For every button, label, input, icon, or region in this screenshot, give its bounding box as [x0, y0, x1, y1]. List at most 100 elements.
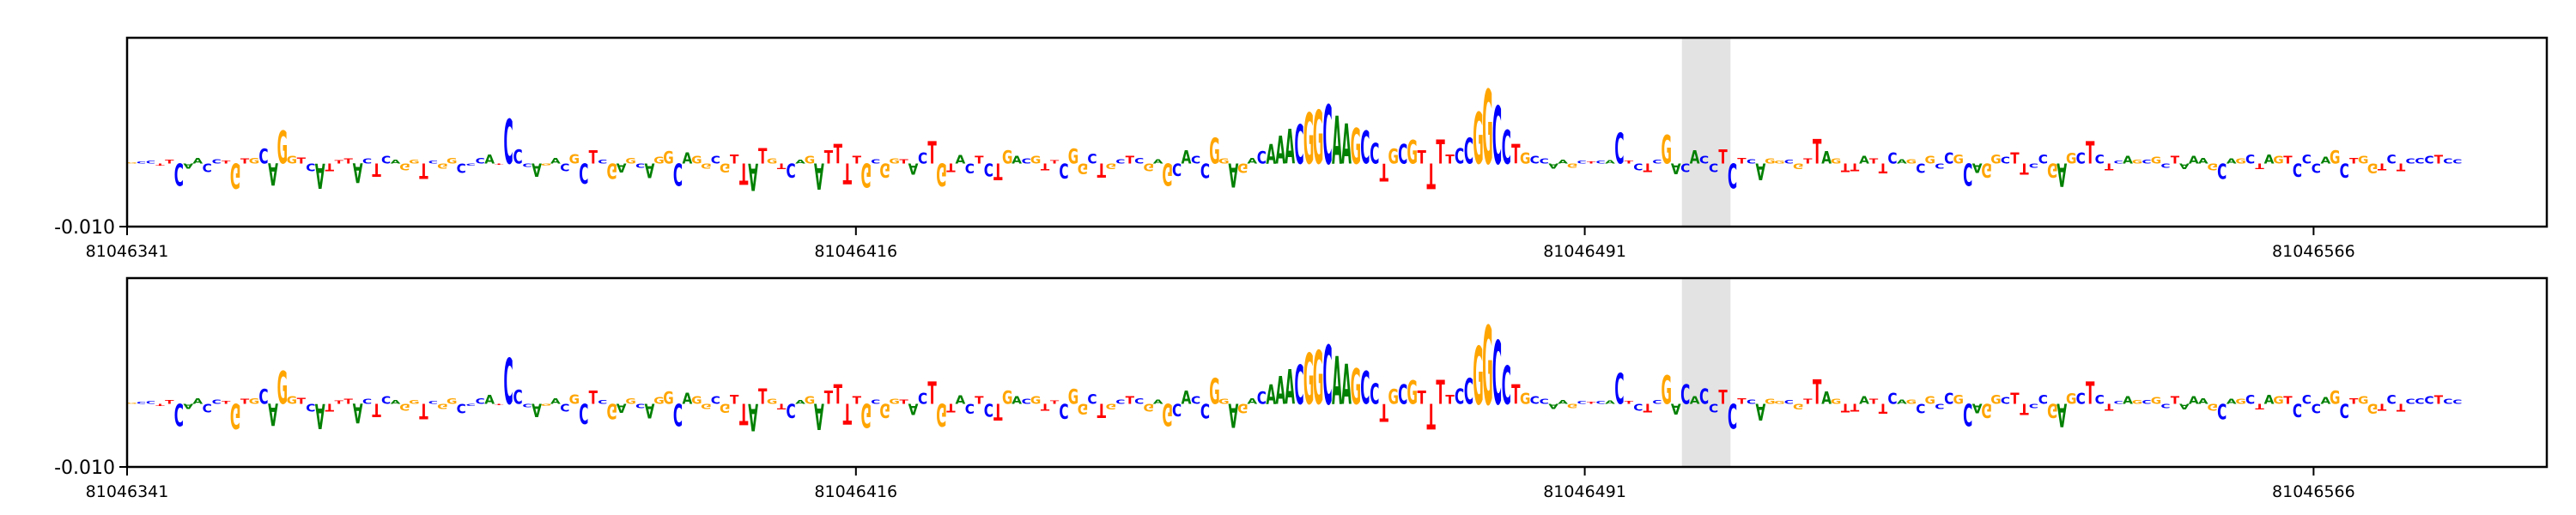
- logo-letter-c: C: [203, 401, 212, 414]
- logo-letter-c: C: [1370, 379, 1379, 412]
- logo-letter-c: C: [2312, 161, 2321, 176]
- logo-letter-t: T: [2086, 378, 2095, 412]
- logo-letter-c: C: [711, 154, 720, 167]
- logo-letter-t: T: [1126, 395, 1135, 407]
- logo-letter-c: C: [1022, 157, 1031, 165]
- logo-letter-a: A: [192, 397, 203, 406]
- logo-letter-g: G: [1567, 162, 1577, 169]
- logo-letter-a: A: [748, 154, 758, 198]
- logo-letter-a: A: [1228, 396, 1238, 434]
- logo-letter-t: T: [165, 399, 174, 405]
- logo-letter-c: C: [2160, 162, 2170, 169]
- logo-letter-t: T: [2086, 137, 2095, 172]
- logo-letter-c: C: [258, 144, 268, 169]
- logo-letter-c: C: [146, 401, 155, 405]
- highlight-region: [1681, 38, 1731, 227]
- logo-letter-a: A: [1690, 148, 1700, 168]
- logo-letter-t: T: [824, 388, 834, 409]
- logo-letter-a: A: [645, 159, 655, 182]
- logo-letter-t: T: [899, 158, 909, 165]
- logo-letter-c: C: [1115, 398, 1125, 405]
- logo-letter-g: G: [720, 401, 731, 415]
- logo-letter-c: C: [1680, 161, 1690, 173]
- logo-letter-a: A: [391, 159, 401, 165]
- logo-letter-g: G: [2235, 397, 2246, 405]
- logo-letter-t: T: [1813, 133, 1822, 173]
- logo-letter-g: G: [1793, 403, 1804, 412]
- logo-letter-g: G: [2207, 401, 2218, 411]
- logo-letter-t: T: [1879, 401, 1888, 418]
- logo-letter-c: C: [457, 401, 466, 416]
- x-tick-label: 81046416: [814, 242, 897, 261]
- logo-letter-c: C: [1257, 390, 1267, 409]
- logo-letter-c: C: [1652, 159, 1662, 165]
- logo-letter-c: C: [1455, 385, 1464, 409]
- logo-letter-t: T: [589, 148, 598, 168]
- logo-letter-a: A: [1247, 397, 1257, 406]
- logo-letter-g: G: [277, 123, 288, 175]
- logo-letter-a: A: [2198, 397, 2208, 406]
- logo-letter-t: T: [1737, 156, 1747, 166]
- logo-letter-a: A: [814, 395, 824, 436]
- logo-letter-g: G: [249, 397, 260, 406]
- logo-letter-g: G: [889, 157, 900, 165]
- logo-letter-a: A: [1558, 399, 1568, 405]
- logo-letter-t: T: [297, 397, 307, 407]
- logo-letter-c: C: [1633, 161, 1643, 171]
- logo-letter-c: C: [1944, 148, 1953, 167]
- logo-letter-a: A: [1756, 157, 1766, 184]
- logo-letter-a: A: [532, 159, 542, 179]
- logo-letter-a: A: [2320, 397, 2331, 407]
- logo-letter-g: G: [606, 159, 617, 184]
- logo-letter-c: C: [476, 156, 485, 166]
- logo-letter-g: G: [1906, 158, 1917, 165]
- logo-letter-t: T: [1841, 401, 1850, 414]
- logo-letter-a: A: [2189, 154, 2199, 167]
- logo-letter-c: C: [2452, 398, 2462, 405]
- logo-letter-a: A: [2198, 156, 2208, 166]
- logo-letter-a: A: [1690, 395, 1700, 407]
- logo-letter-c: C: [1134, 397, 1144, 406]
- logo-letter-c: C: [1360, 123, 1370, 175]
- logo-letter-t: T: [1097, 159, 1106, 181]
- logo-letter-a: A: [2179, 162, 2190, 172]
- logo-letter-c: C: [1295, 114, 1304, 177]
- logo-letter-c: C: [2160, 403, 2170, 409]
- logo-letter-a: A: [645, 399, 655, 422]
- logo-letter-g: G: [2358, 395, 2368, 407]
- logo-letter-a: A: [353, 397, 363, 429]
- logo-letter-g: G: [1303, 340, 1314, 421]
- logo-letter-t: T: [495, 163, 504, 165]
- logo-letter-t: T: [834, 379, 843, 410]
- logo-letter-c: C: [2302, 393, 2312, 407]
- logo-letter-t: T: [1625, 161, 1634, 165]
- logo-letter-c: C: [513, 387, 522, 409]
- logo-letter-t: T: [730, 153, 738, 167]
- logo-letter-g: G: [2358, 154, 2368, 167]
- logo-letter-c: C: [2415, 397, 2424, 406]
- logo-letter-t: T: [2105, 161, 2113, 171]
- logo-letter-a: A: [617, 401, 627, 415]
- logo-letter-c: C: [1492, 324, 1502, 425]
- logo-letter-a: A: [1605, 160, 1615, 165]
- logo-letter-c: C: [1200, 159, 1210, 182]
- logo-letter-c: C: [1191, 154, 1200, 167]
- logo-letter-g: G: [126, 162, 137, 164]
- logo-letter-g: G: [1351, 118, 1361, 175]
- logo-letter-c: C: [871, 158, 880, 165]
- logo-letter-c: C: [1680, 379, 1690, 410]
- logo-letter-t: T: [1436, 373, 1444, 412]
- logo-letter-c: C: [1191, 395, 1200, 407]
- logo-letter-g: G: [1068, 144, 1078, 169]
- y-tick-label: -0.010: [54, 457, 115, 479]
- logo-letter-t: T: [853, 154, 862, 167]
- logo-letter-c: C: [1502, 122, 1511, 176]
- logo-letter-g: G: [1002, 148, 1012, 168]
- logo-letter-a: A: [315, 154, 325, 194]
- logo-letter-a: A: [1671, 160, 1681, 177]
- logo-letter-c: C: [965, 161, 975, 178]
- logo-letter-t: T: [240, 397, 250, 405]
- logo-letter-t: T: [2397, 161, 2406, 173]
- logo-letter-t: T: [2434, 154, 2444, 167]
- logo-letter-g: G: [1143, 161, 1153, 173]
